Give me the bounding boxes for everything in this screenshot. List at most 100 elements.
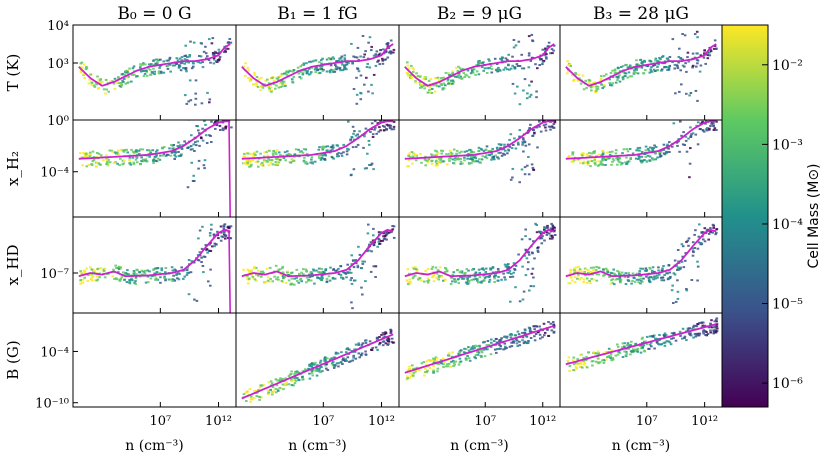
data-cell bbox=[573, 276, 577, 279]
data-cell bbox=[432, 274, 436, 277]
data-cell bbox=[596, 350, 600, 353]
data-cell bbox=[696, 265, 700, 268]
data-cell bbox=[451, 355, 454, 358]
data-cell bbox=[611, 278, 614, 281]
data-cell bbox=[447, 362, 451, 365]
data-cell bbox=[617, 350, 620, 353]
data-cell bbox=[681, 245, 685, 248]
data-cell bbox=[412, 374, 415, 377]
data-cell bbox=[312, 269, 316, 272]
data-cell bbox=[588, 280, 591, 282]
data-cell bbox=[640, 337, 644, 340]
data-cell bbox=[366, 62, 369, 65]
data-cell bbox=[600, 83, 603, 86]
data-cell bbox=[288, 373, 292, 376]
data-cell bbox=[527, 261, 530, 264]
data-cell bbox=[511, 167, 515, 170]
data-cell bbox=[324, 360, 328, 363]
data-cell bbox=[480, 351, 484, 354]
data-cell bbox=[318, 61, 321, 64]
data-cell bbox=[351, 359, 355, 362]
data-cell bbox=[631, 152, 635, 155]
data-cell bbox=[301, 151, 305, 154]
data-cell bbox=[248, 160, 252, 162]
data-cell bbox=[488, 153, 491, 156]
data-cell bbox=[271, 392, 274, 395]
x-axis-label: n (cm⁻³) bbox=[125, 438, 184, 454]
data-cell bbox=[660, 69, 663, 72]
data-cell bbox=[498, 339, 502, 341]
column-title: B₁ = 1 fG bbox=[277, 4, 357, 24]
data-cell bbox=[228, 38, 232, 40]
data-cell bbox=[435, 85, 439, 87]
data-cell bbox=[509, 276, 512, 278]
data-cell bbox=[156, 149, 159, 152]
data-cell bbox=[697, 241, 701, 244]
data-cell bbox=[175, 57, 179, 60]
data-cell bbox=[676, 266, 680, 269]
data-cell bbox=[679, 120, 682, 123]
data-cell bbox=[258, 386, 262, 389]
data-cell bbox=[699, 54, 703, 57]
data-cell bbox=[290, 277, 294, 280]
data-cell bbox=[694, 133, 698, 136]
data-cell bbox=[472, 345, 475, 348]
data-cell bbox=[696, 279, 699, 282]
data-cell bbox=[355, 76, 358, 79]
data-cell bbox=[689, 134, 693, 137]
data-cell bbox=[512, 39, 516, 41]
data-cell bbox=[196, 125, 200, 128]
data-cell bbox=[409, 372, 412, 375]
data-cell bbox=[569, 269, 572, 272]
data-cell bbox=[183, 140, 186, 143]
data-cell bbox=[614, 81, 618, 84]
data-cell bbox=[251, 83, 255, 86]
data-cell bbox=[630, 75, 634, 78]
data-cell bbox=[343, 271, 346, 274]
data-cell bbox=[214, 121, 217, 123]
data-cell bbox=[407, 165, 410, 167]
data-cell bbox=[624, 354, 628, 357]
data-cell bbox=[157, 70, 161, 73]
data-cell bbox=[472, 67, 475, 70]
data-cell bbox=[704, 334, 707, 336]
data-cell bbox=[372, 227, 375, 230]
data-cell bbox=[185, 273, 189, 276]
data-cell bbox=[449, 157, 453, 160]
data-cell bbox=[311, 374, 314, 377]
data-cell bbox=[594, 360, 598, 363]
data-cell bbox=[405, 279, 408, 282]
data-cell bbox=[425, 159, 429, 162]
data-cell bbox=[154, 278, 157, 281]
data-cell bbox=[242, 65, 245, 68]
data-cell bbox=[533, 328, 536, 331]
data-cell bbox=[134, 158, 138, 161]
data-cell bbox=[186, 56, 189, 59]
data-cell bbox=[81, 164, 84, 167]
data-cell bbox=[632, 348, 635, 351]
data-cell bbox=[370, 49, 373, 52]
data-cell bbox=[709, 331, 712, 334]
data-cell bbox=[173, 158, 176, 160]
data-cell bbox=[210, 223, 213, 226]
data-cell bbox=[192, 143, 195, 146]
data-cell bbox=[517, 143, 520, 146]
data-cell bbox=[405, 378, 408, 381]
data-cell bbox=[434, 83, 438, 86]
data-cell bbox=[266, 85, 270, 88]
data-cell bbox=[392, 51, 395, 54]
data-cell bbox=[364, 350, 367, 353]
data-cell bbox=[219, 225, 223, 228]
data-cell bbox=[536, 249, 540, 252]
data-cell bbox=[320, 146, 324, 149]
data-cell bbox=[372, 265, 376, 268]
data-cell bbox=[202, 50, 206, 53]
data-cell bbox=[668, 277, 671, 280]
data-cell bbox=[435, 159, 438, 162]
data-cell bbox=[107, 164, 110, 167]
data-cell bbox=[613, 72, 617, 75]
data-cell bbox=[430, 160, 433, 163]
data-cell bbox=[657, 269, 660, 272]
data-cell bbox=[614, 354, 618, 357]
data-cell bbox=[448, 160, 451, 162]
